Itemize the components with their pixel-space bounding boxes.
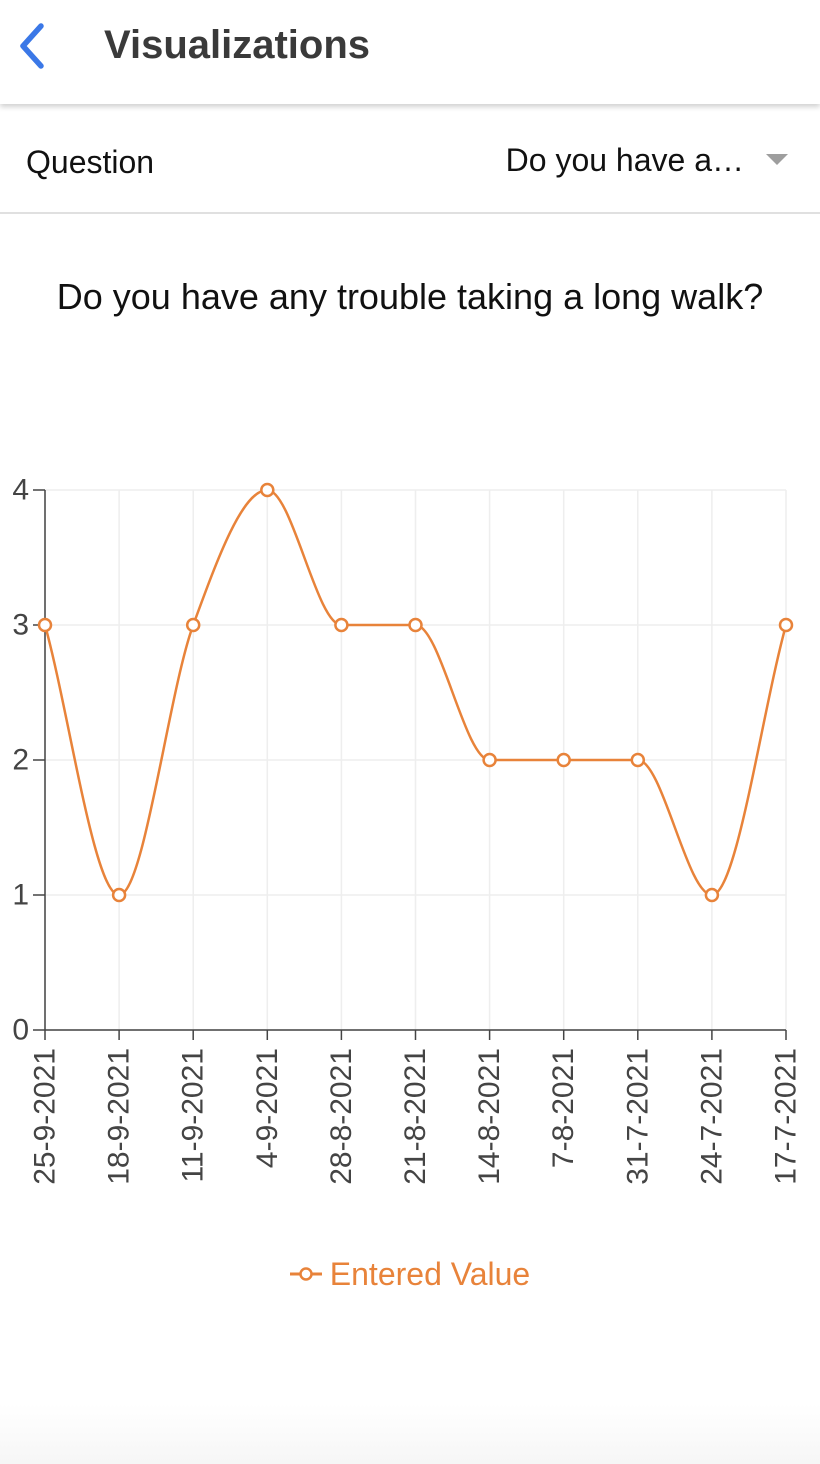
question-row: Question Do you have a… (0, 110, 820, 214)
y-tick-label: 4 (12, 474, 29, 507)
data-point[interactable] (482, 752, 497, 768)
data-point[interactable] (408, 617, 423, 633)
x-tick-label: 24-7-2021 (695, 1048, 728, 1185)
series-line-entered-value (43, 488, 788, 897)
bottom-fade (0, 1404, 820, 1464)
y-tick-label: 0 (12, 1014, 29, 1047)
x-tick-label: 28-8-2021 (325, 1048, 358, 1185)
data-point[interactable] (111, 887, 127, 903)
x-tick-label: 14-8-2021 (473, 1048, 506, 1185)
x-tick-label: 4-9-2021 (251, 1048, 284, 1168)
back-button[interactable] (4, 14, 60, 78)
line-chart: 0 1 2 3 4 25-9-2021 18-9-2021 11-9-2021 4-9-2021… (12, 474, 803, 1185)
y-tick-label: 1 (12, 879, 29, 912)
data-point[interactable] (704, 887, 720, 903)
question-select-value: Do you have a… (505, 142, 744, 178)
y-tick-label: 2 (12, 744, 29, 777)
x-tick-label: 25-9-2021 (29, 1048, 62, 1185)
data-point[interactable] (334, 617, 349, 633)
question-select[interactable]: Do you have a… (506, 138, 788, 182)
question-label: Question (26, 144, 155, 180)
data-point[interactable] (778, 617, 794, 633)
chart-title: Do you have any trouble taking a long wa… (56, 276, 764, 317)
data-point[interactable] (556, 752, 571, 768)
legend-item[interactable]: Entered Value (289, 1254, 531, 1294)
legend-line-marker-icon (289, 1267, 322, 1281)
data-point[interactable] (260, 482, 275, 498)
page-title: Visualizations (104, 23, 371, 67)
chevron-left-icon (20, 23, 44, 69)
navigation-bar: Visualizations (0, 0, 820, 104)
x-tick-label: 21-8-2021 (399, 1048, 432, 1185)
data-point[interactable] (630, 752, 646, 768)
data-point[interactable] (37, 617, 53, 633)
x-tick-label: 7-8-2021 (547, 1048, 580, 1168)
x-tick-label: 18-9-2021 (103, 1048, 136, 1185)
x-tick-label: 31-7-2021 (621, 1048, 654, 1185)
legend-label: Entered Value (329, 1256, 531, 1292)
chart-legend: Entered Value (0, 1254, 820, 1294)
x-tick-label: 17-7-2021 (770, 1048, 803, 1185)
caret-down-icon (766, 154, 788, 165)
x-tick-label: 11-9-2021 (177, 1048, 210, 1183)
data-point[interactable] (185, 617, 201, 633)
y-tick-label: 3 (12, 609, 29, 642)
